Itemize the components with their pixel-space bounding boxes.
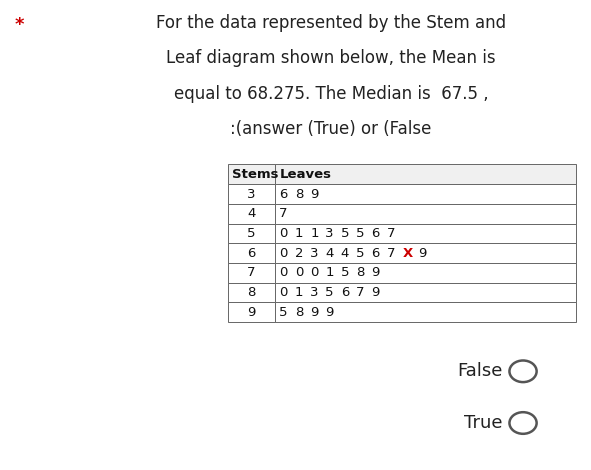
Text: 0: 0 <box>280 286 288 299</box>
Text: 5: 5 <box>356 247 365 259</box>
Text: 9: 9 <box>372 266 380 279</box>
Bar <box>275 184 576 204</box>
Text: 0: 0 <box>280 247 288 259</box>
Text: 9: 9 <box>326 306 334 319</box>
Circle shape <box>509 412 537 434</box>
Text: 1: 1 <box>310 227 319 240</box>
Text: 9: 9 <box>247 306 255 319</box>
Text: 9: 9 <box>418 247 426 259</box>
Text: 7: 7 <box>387 247 395 259</box>
Bar <box>275 204 576 224</box>
Text: 8: 8 <box>356 266 365 279</box>
Bar <box>228 263 275 282</box>
Text: For the data represented by the Stem and: For the data represented by the Stem and <box>156 14 506 32</box>
Text: Stems: Stems <box>232 168 279 181</box>
Text: :(answer (True) or (False: :(answer (True) or (False <box>230 120 431 138</box>
Text: 5: 5 <box>341 227 349 240</box>
Text: 5: 5 <box>280 306 288 319</box>
Text: 8: 8 <box>295 188 303 201</box>
Text: 3: 3 <box>310 247 319 259</box>
Circle shape <box>509 360 537 382</box>
Text: 5: 5 <box>247 227 255 240</box>
Text: X: X <box>402 247 413 259</box>
Text: False: False <box>457 362 502 380</box>
Text: 0: 0 <box>280 227 288 240</box>
Text: 6: 6 <box>247 247 255 259</box>
Bar <box>228 302 275 322</box>
Text: 3: 3 <box>310 286 319 299</box>
Bar <box>275 243 576 263</box>
Text: 4: 4 <box>326 247 334 259</box>
Text: 6: 6 <box>372 247 380 259</box>
Text: 1: 1 <box>326 266 334 279</box>
Text: 5: 5 <box>341 266 349 279</box>
Text: *: * <box>15 16 24 34</box>
Bar <box>228 184 275 204</box>
Text: 8: 8 <box>247 286 255 299</box>
Text: 9: 9 <box>310 306 319 319</box>
Text: 7: 7 <box>387 227 395 240</box>
Bar <box>228 282 275 302</box>
Text: 0: 0 <box>310 266 319 279</box>
Text: Leaves: Leaves <box>280 168 332 181</box>
Text: 4: 4 <box>247 207 255 220</box>
Text: 6: 6 <box>280 188 288 201</box>
Text: 7: 7 <box>280 207 288 220</box>
Text: 1: 1 <box>295 227 303 240</box>
Text: 5: 5 <box>326 286 334 299</box>
Text: 5: 5 <box>356 227 365 240</box>
Bar <box>275 164 576 184</box>
Bar <box>275 263 576 282</box>
Bar <box>275 282 576 302</box>
Text: 2: 2 <box>295 247 303 259</box>
Text: 4: 4 <box>341 247 349 259</box>
Text: 3: 3 <box>326 227 334 240</box>
Bar <box>228 164 275 184</box>
Bar <box>228 243 275 263</box>
Text: 7: 7 <box>247 266 255 279</box>
Text: 0: 0 <box>280 266 288 279</box>
Text: equal to 68.275. The Median is  67.5 ,: equal to 68.275. The Median is 67.5 , <box>174 85 488 102</box>
Bar <box>275 302 576 322</box>
Text: 0: 0 <box>295 266 303 279</box>
Text: 9: 9 <box>372 286 380 299</box>
Text: 8: 8 <box>295 306 303 319</box>
Text: Leaf diagram shown below, the Mean is: Leaf diagram shown below, the Mean is <box>166 49 496 67</box>
Text: 7: 7 <box>356 286 365 299</box>
Text: 6: 6 <box>372 227 380 240</box>
Text: True: True <box>464 414 502 432</box>
Text: 1: 1 <box>295 286 303 299</box>
Text: 9: 9 <box>310 188 319 201</box>
Bar <box>228 224 275 243</box>
Text: 6: 6 <box>341 286 349 299</box>
Bar <box>275 224 576 243</box>
Bar <box>228 204 275 224</box>
Text: 3: 3 <box>247 188 255 201</box>
